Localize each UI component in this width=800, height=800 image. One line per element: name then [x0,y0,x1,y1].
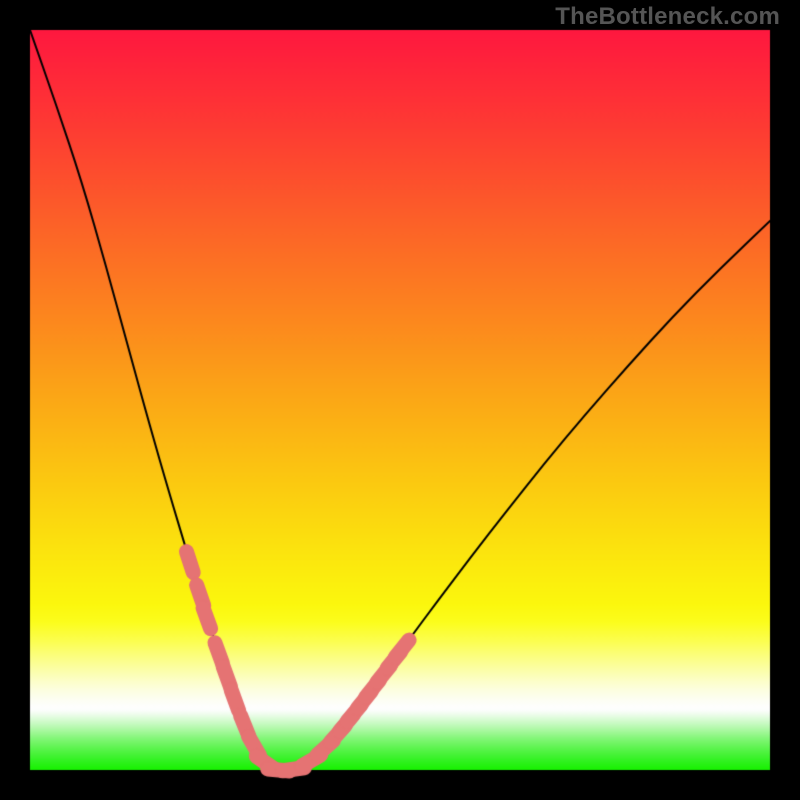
chart-stage: TheBottleneck.com [0,0,800,800]
watermark-text: TheBottleneck.com [555,3,780,31]
bottleneck-chart-canvas [0,0,800,800]
